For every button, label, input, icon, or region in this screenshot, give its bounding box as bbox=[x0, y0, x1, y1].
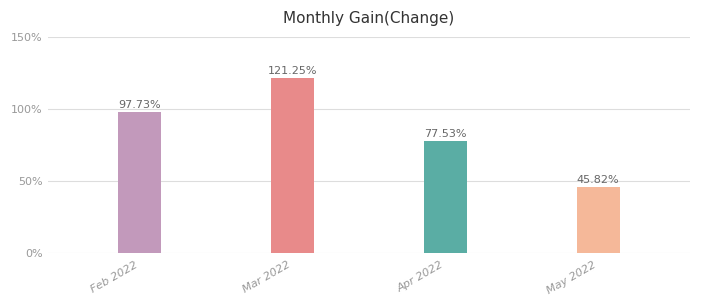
Title: Monthly Gain(Change): Monthly Gain(Change) bbox=[283, 11, 454, 26]
Text: 121.25%: 121.25% bbox=[268, 66, 317, 76]
Text: 77.53%: 77.53% bbox=[424, 129, 466, 139]
Text: 97.73%: 97.73% bbox=[118, 100, 161, 110]
Bar bbox=[424, 141, 467, 253]
Bar bbox=[118, 112, 161, 253]
Bar bbox=[271, 78, 313, 253]
Bar bbox=[577, 187, 620, 253]
Text: 45.82%: 45.82% bbox=[577, 175, 620, 185]
